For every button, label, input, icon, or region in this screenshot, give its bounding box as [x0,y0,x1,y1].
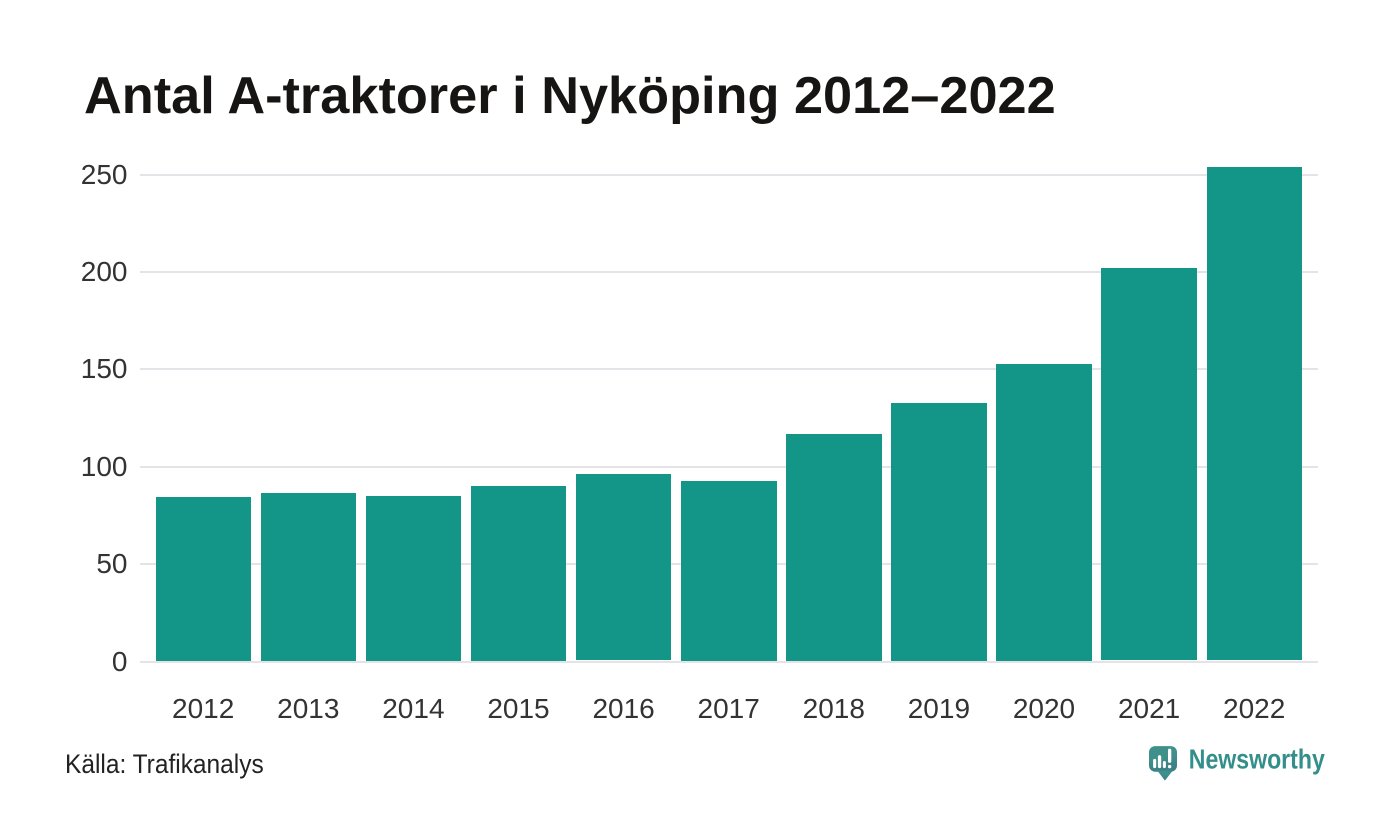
svg-text:Newsworthy: Newsworthy [1189,744,1326,775]
